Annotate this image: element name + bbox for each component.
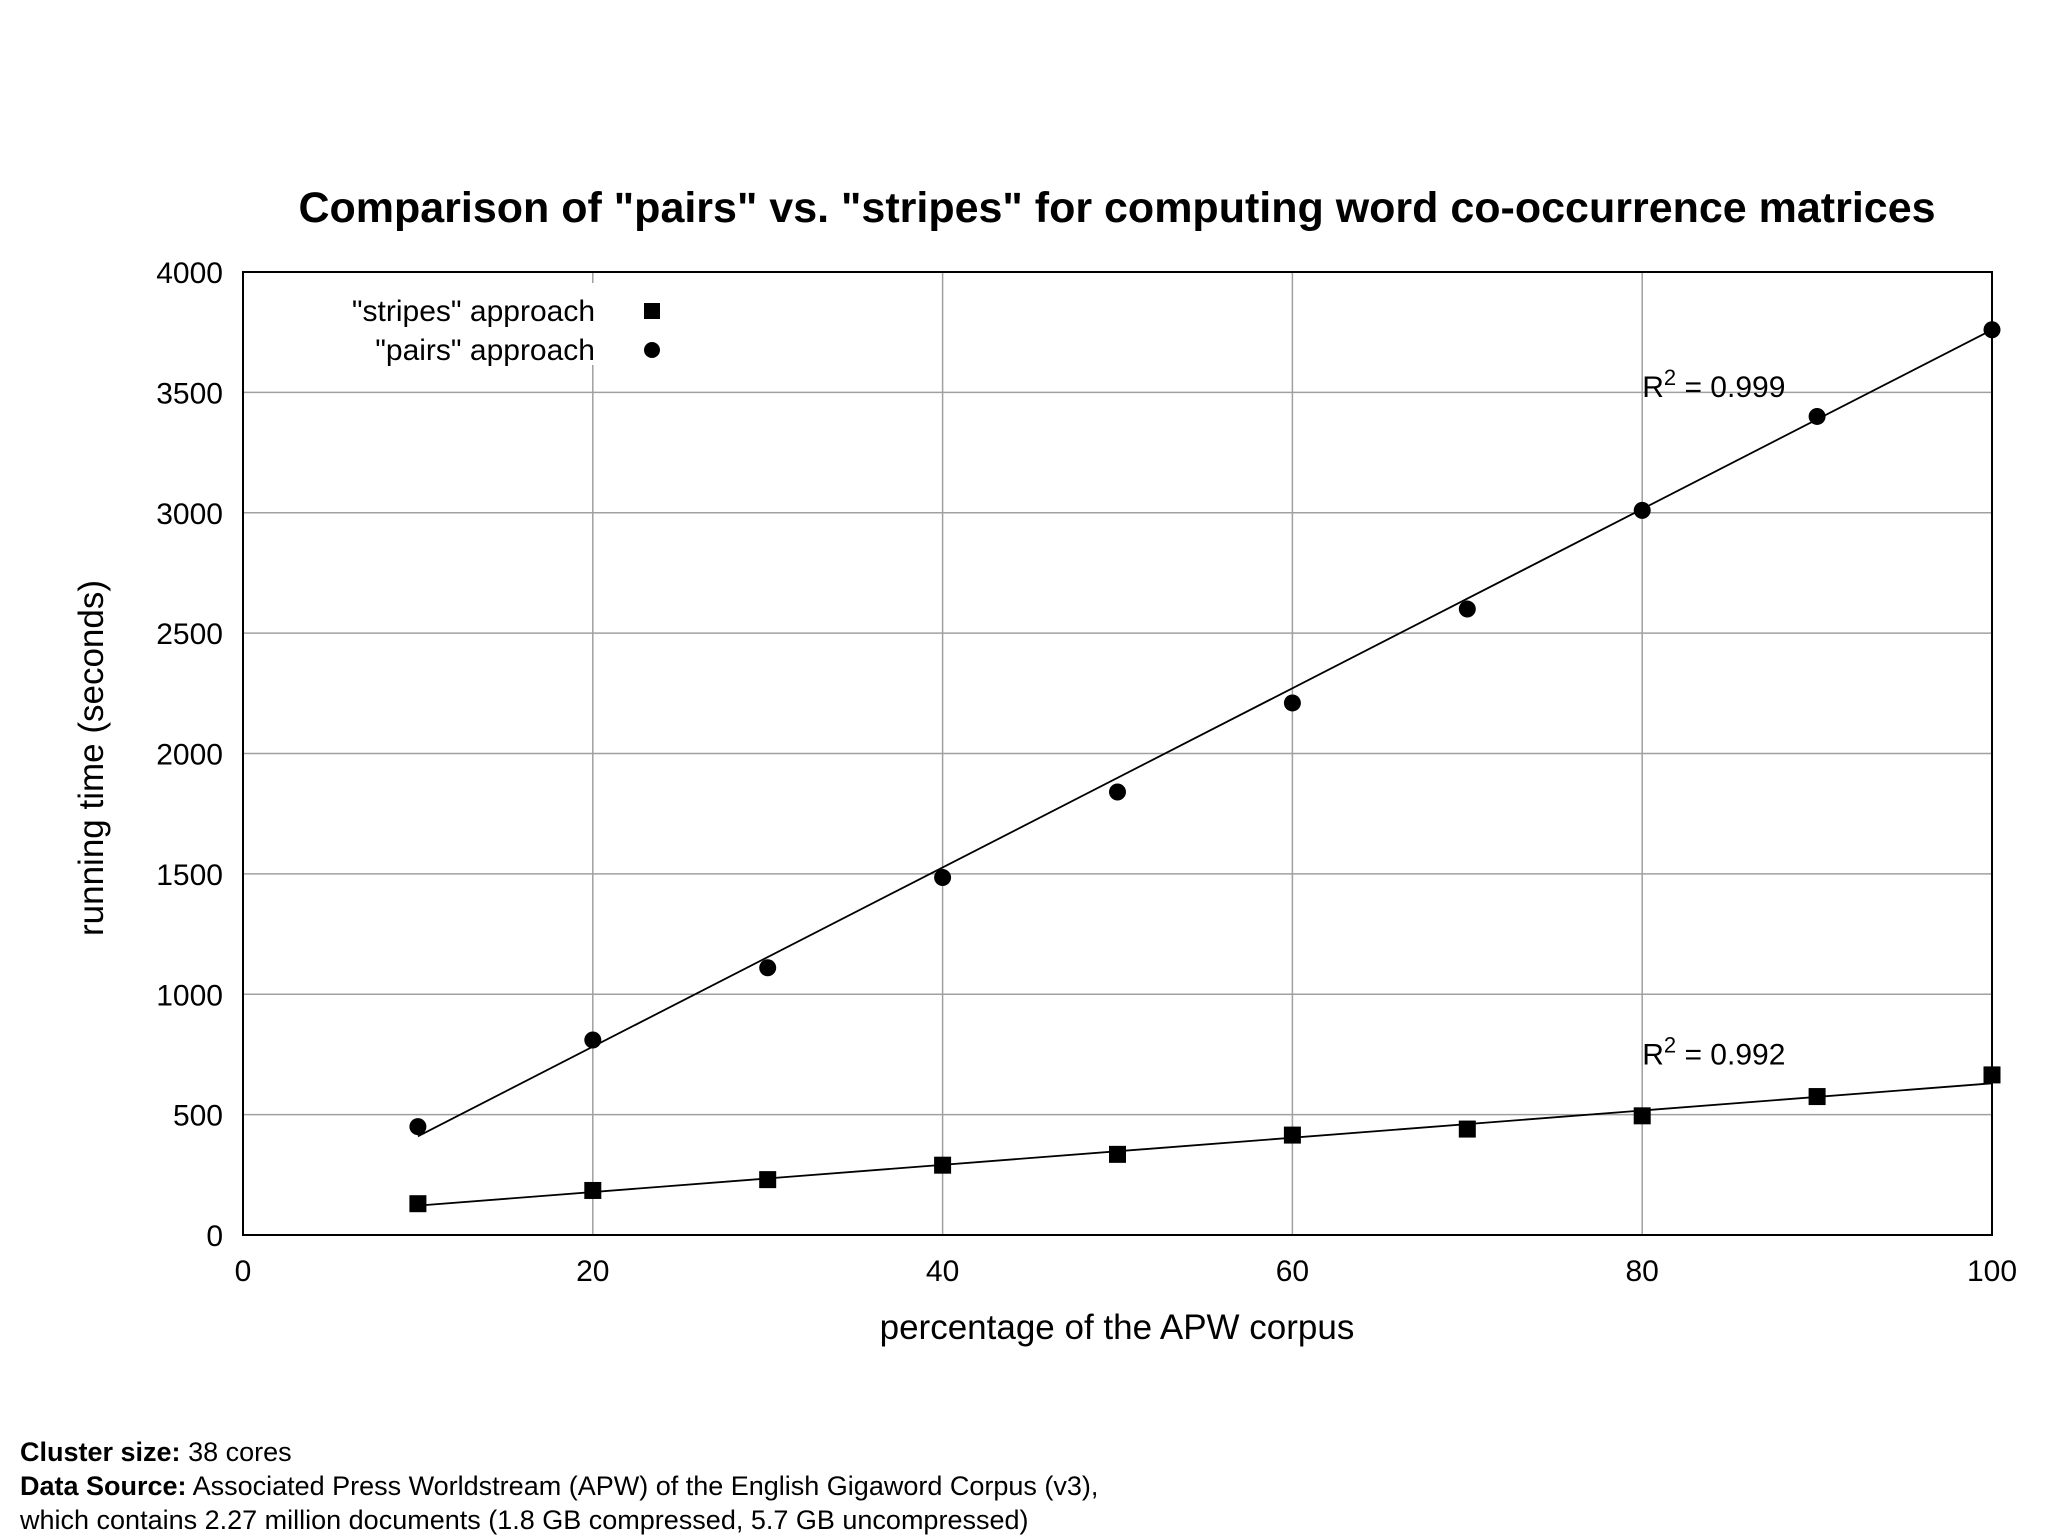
- y-tick-label: 3000: [156, 498, 223, 531]
- x-tick-label: 0: [235, 1255, 252, 1288]
- r-squared-superscript: 2: [1664, 1033, 1676, 1058]
- y-tick-label: 4000: [156, 257, 223, 290]
- cluster-size-note: Cluster size: 38 cores: [20, 1435, 292, 1469]
- data-source-note-line2: which contains 2.27 million documents (1…: [20, 1503, 1028, 1537]
- data-point-square: [1109, 1145, 1126, 1163]
- legend-marker-circle: [644, 342, 660, 358]
- legend-marker-square: [644, 303, 660, 319]
- y-tick-label: 1000: [156, 979, 223, 1012]
- data-source-label: Data Source:: [20, 1471, 187, 1501]
- data-point-square: [759, 1171, 777, 1189]
- cluster-size-label: Cluster size:: [20, 1437, 181, 1467]
- y-tick-label: 3500: [156, 377, 223, 410]
- r-squared-value: = 0.992: [1676, 1039, 1785, 1072]
- chart-title: Comparison of "pairs" vs. "stripes" for …: [298, 184, 1935, 232]
- r-squared-symbol: R: [1642, 1039, 1664, 1072]
- x-tick-label: 80: [1626, 1255, 1659, 1288]
- y-tick-label: 500: [173, 1100, 223, 1133]
- x-tick-label: 60: [1276, 1255, 1309, 1288]
- data-point-circle: [409, 1118, 427, 1136]
- legend-background: [315, 283, 685, 365]
- x-tick-label: 100: [1967, 1255, 2017, 1288]
- y-axis-label: running time (seconds): [72, 580, 111, 936]
- data-point-circle: [759, 959, 777, 977]
- plot-frame: [242, 271, 1993, 1236]
- legend-label: "stripes" approach: [352, 295, 595, 328]
- r-squared-annotation: R2 = 0.999: [1642, 365, 1785, 404]
- legend: "stripes" approach "pairs" approach: [315, 283, 685, 367]
- tick-labels: 0 20 40 60 80 1000500100015002000250030003500…: [156, 257, 2017, 1288]
- r-squared-annotation: R2 = 0.992: [1642, 1033, 1785, 1072]
- fit-lines: [417, 328, 1993, 1207]
- data-point-square: [584, 1181, 602, 1199]
- fit-line: [417, 328, 1993, 1138]
- x-axis-label: percentage of the APW corpus: [880, 1308, 1355, 1347]
- data-point-square: [409, 1195, 427, 1213]
- data-point-square: [1633, 1107, 1651, 1125]
- data-point-circle: [584, 1031, 602, 1049]
- y-tick-label: 1500: [156, 859, 223, 892]
- data-point-circle: [934, 868, 952, 886]
- r-squared-symbol: R: [1642, 371, 1664, 404]
- data-point-square: [1283, 1126, 1301, 1144]
- r-squared-superscript: 2: [1664, 365, 1676, 390]
- fit-line: [417, 1082, 1993, 1207]
- data-source-value: Associated Press Worldstream (APW) of th…: [186, 1471, 1099, 1501]
- y-tick-label: 0: [206, 1220, 223, 1253]
- data-point-square: [934, 1156, 952, 1174]
- data-source-line2: which contains 2.27 million documents (1…: [20, 1505, 1029, 1535]
- r-squared-value: = 0.999: [1676, 371, 1785, 404]
- data-source-note: Data Source: Associated Press Worldstrea…: [20, 1469, 1098, 1503]
- data-point-circle: [1109, 783, 1126, 801]
- data-point-square: [1458, 1120, 1476, 1138]
- x-tick-label: 20: [576, 1255, 609, 1288]
- y-tick-label: 2000: [156, 739, 223, 772]
- data-point-circle: [1808, 407, 1826, 425]
- cluster-size-value: 38 cores: [180, 1437, 292, 1467]
- y-tick-label: 2500: [156, 618, 223, 651]
- legend-label: "pairs" approach: [375, 334, 595, 367]
- data-points: [409, 321, 2001, 1213]
- x-tick-label: 40: [926, 1255, 959, 1288]
- data-point-square: [1808, 1088, 1826, 1106]
- data-point-circle: [1283, 694, 1301, 712]
- data-point-circle: [1458, 600, 1476, 618]
- data-point-circle: [1633, 501, 1651, 519]
